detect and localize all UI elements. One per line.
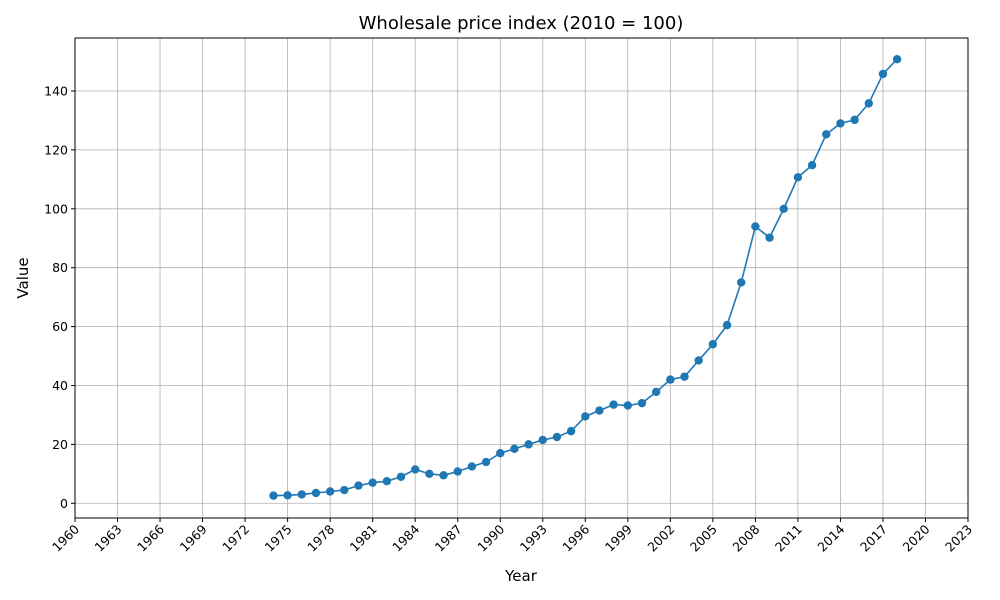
- data-point: [269, 491, 278, 500]
- y-axis-ticks: 0 20 40 60 80 100 120 140: [44, 84, 75, 511]
- data-point: [779, 204, 788, 213]
- plot-frame: [74, 37, 969, 519]
- data-point: [453, 467, 462, 476]
- data-point: [382, 476, 392, 486]
- x-tick-label: 1960: [49, 521, 82, 554]
- data-point: [467, 462, 477, 471]
- x-tick-label: 1984: [389, 521, 422, 554]
- data-point: [892, 55, 902, 64]
- series-wholesale-price-index: [269, 55, 902, 500]
- x-tick-label: 2011: [772, 522, 805, 555]
- x-axis-ticks: 1960 1963 1966 1969 1972 1975 1978 1981 1984 1987…: [49, 518, 975, 555]
- chart-title: Wholesale price index (2010 = 100): [359, 13, 684, 34]
- x-tick-label: 1963: [92, 522, 125, 555]
- x-tick-label: 1975: [262, 522, 295, 555]
- data-point: [850, 115, 859, 125]
- x-tick-label: 1969: [177, 521, 210, 554]
- y-tick-label: 0: [60, 496, 68, 511]
- y-axis-label: Value: [14, 257, 32, 298]
- x-axis-label: Year: [504, 567, 538, 585]
- data-point: [623, 401, 633, 410]
- data-point: [581, 412, 590, 421]
- data-point: [637, 398, 647, 408]
- data-point: [425, 469, 434, 479]
- data-point: [566, 426, 576, 436]
- data-point: [651, 387, 661, 397]
- x-tick-label: 1972: [219, 522, 252, 555]
- x-tick-label: 1996: [559, 521, 592, 554]
- data-point: [708, 340, 718, 349]
- data-point: [751, 222, 760, 231]
- data-point: [666, 375, 675, 384]
- data-point: [368, 478, 377, 487]
- data-point: [297, 490, 306, 499]
- data-point: [680, 372, 689, 381]
- x-tick-label: 2023: [942, 522, 975, 555]
- data-point: [311, 488, 321, 498]
- data-point: [595, 406, 604, 415]
- x-tick-label: 2008: [729, 521, 762, 554]
- y-tick-label: 80: [52, 260, 68, 275]
- x-tick-label: 1993: [517, 522, 550, 555]
- data-point: [396, 472, 406, 481]
- data-point: [510, 444, 519, 453]
- x-tick-label: 1981: [347, 522, 380, 555]
- data-point: [538, 435, 547, 445]
- data-point: [878, 69, 888, 79]
- data-point: [496, 449, 505, 458]
- data-point: [439, 471, 448, 480]
- data-point: [524, 440, 533, 449]
- data-point: [737, 278, 746, 287]
- data-point: [552, 432, 562, 442]
- x-tick-label: 1966: [134, 521, 167, 554]
- data-point: [481, 457, 491, 467]
- data-point: [694, 356, 703, 365]
- x-tick-label: 1987: [432, 522, 465, 555]
- x-tick-label: 2020: [899, 521, 932, 554]
- y-tick-label: 20: [52, 437, 68, 452]
- x-tick-label: 1978: [304, 521, 337, 554]
- data-point: [325, 487, 335, 496]
- y-tick-label: 40: [52, 378, 68, 393]
- x-tick-label: 2017: [857, 522, 890, 555]
- data-point: [807, 161, 817, 170]
- data-point: [340, 485, 349, 495]
- y-tick-label: 100: [44, 201, 68, 216]
- data-point: [410, 465, 420, 474]
- x-tick-label: 1999: [602, 521, 635, 554]
- data-point: [836, 119, 845, 128]
- data-point: [609, 400, 618, 409]
- y-tick-label: 60: [52, 319, 68, 334]
- data-point: [722, 320, 732, 330]
- y-tick-label: 140: [44, 84, 68, 99]
- y-tick-label: 120: [44, 142, 68, 157]
- x-tick-label: 2014: [814, 521, 847, 554]
- data-point: [283, 491, 292, 500]
- data-point: [793, 173, 803, 182]
- data-point: [822, 130, 831, 139]
- data-point: [864, 99, 873, 108]
- x-tick-label: 2005: [687, 522, 720, 555]
- x-tick-label: 1990: [474, 521, 507, 554]
- x-tick-label: 2002: [644, 522, 677, 555]
- data-point: [765, 233, 774, 242]
- data-point: [354, 481, 363, 490]
